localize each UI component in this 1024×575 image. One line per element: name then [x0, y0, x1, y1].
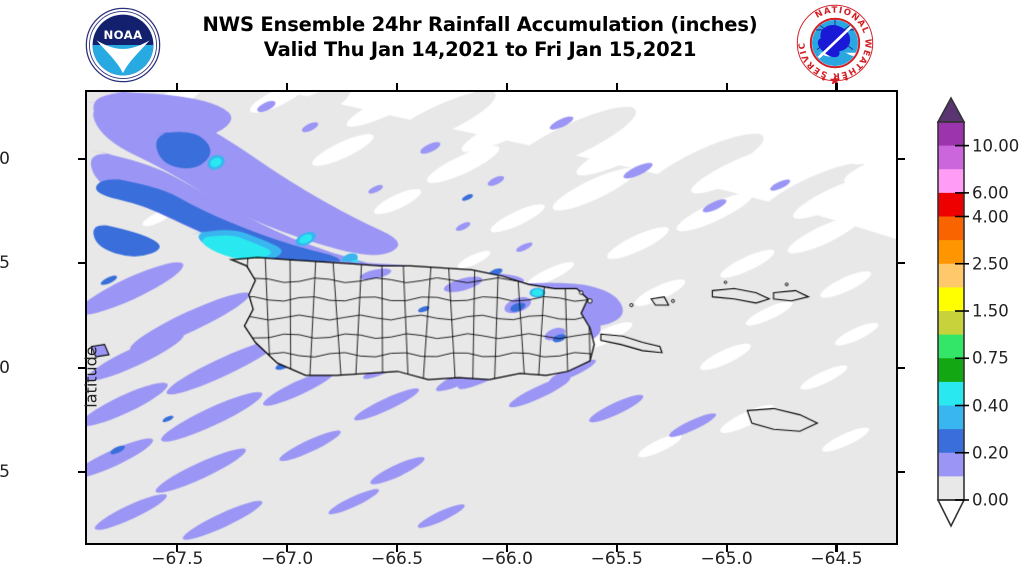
svg-text:NOAA: NOAA	[103, 28, 142, 42]
y-tick-label-3: 17.5	[0, 461, 10, 482]
x-tick-label-3: −66.0	[480, 549, 533, 569]
page-title-line2: Valid Thu Jan 14,2021 to Fri Jan 15,2021	[263, 38, 697, 61]
x-tick-mark	[176, 83, 179, 91]
x-tick-mark	[725, 544, 728, 552]
title-block: NWS Ensemble 24hr Rainfall Accumulation …	[170, 12, 790, 62]
x-tick-label-2: −66.5	[370, 549, 424, 569]
header: NOAA NWS Ensemble 24hr Rainfall Accumula…	[0, 0, 1024, 90]
colorbar-tick-label-4: 1.50	[972, 301, 1009, 321]
x-tick-mark	[835, 544, 838, 552]
x-tick-label-6: −64.5	[810, 549, 863, 569]
x-tick-mark	[176, 544, 179, 552]
colorbar-over-arrow	[936, 96, 966, 123]
x-tick-mark	[286, 544, 289, 552]
x-tick-label-4: −65.5	[590, 549, 643, 569]
x-tick-mark	[286, 83, 289, 91]
x-tick-label-5: −65.0	[700, 549, 753, 569]
colorbar: 10.00 6.00 4.00 2.50 1.50 0.75 0.40 0.20 0.00	[930, 92, 1024, 562]
rainfall-map[interactable]	[87, 92, 896, 543]
y-tick-mark	[897, 157, 905, 161]
x-tick-mark	[835, 83, 838, 91]
colorbar-band-0.2-0.3	[938, 429, 964, 454]
colorbar-band-6-8	[938, 145, 964, 170]
x-tick-mark	[505, 83, 509, 91]
y-tick-mark	[78, 262, 86, 265]
y-axis-label: latitude	[81, 346, 101, 408]
colorbar-band-1.5-2	[938, 287, 964, 312]
colorbar-band-3-4	[938, 216, 964, 241]
map-plot-area: latitude	[78, 83, 905, 552]
x-tick-mark	[725, 83, 728, 91]
colorbar-tick-label-5: 0.75	[972, 348, 1009, 368]
colorbar-tick-label-8: 0.00	[972, 490, 1009, 510]
colorbar-band-1-1.5	[938, 311, 964, 336]
colorbar-tick-label-7: 0.20	[972, 443, 1009, 463]
y-tick-mark	[78, 470, 86, 474]
plot-frame	[85, 90, 898, 545]
x-tick-mark	[505, 544, 509, 552]
colorbar-tick-label-6: 0.40	[972, 396, 1009, 415]
colorbar-tick-label-3: 2.50	[972, 254, 1009, 274]
colorbar-band-0.1-0.2	[938, 452, 964, 477]
x-tick-mark	[396, 544, 399, 552]
colorbar-swatches	[936, 96, 969, 528]
page-title-line1: NWS Ensemble 24hr Rainfall Accumulation …	[202, 13, 758, 36]
y-tick-mark	[897, 366, 905, 369]
colorbar-band-4-5	[938, 192, 964, 218]
colorbar-band-0.4-0.5	[938, 381, 964, 407]
colorbar-band-0.3-0.4	[938, 405, 964, 430]
colorbar-band-2-2.5	[938, 263, 964, 288]
colorbar-band-2.5-3	[938, 240, 964, 265]
x-tick-mark	[615, 83, 618, 91]
colorbar-tick-label-0: 10.00	[972, 136, 1020, 156]
colorbar-tick-label-1: 6.00	[972, 183, 1009, 203]
colorbar-under-arrow	[936, 499, 966, 528]
colorbar-band-0.5-0.75	[938, 358, 964, 383]
y-tick-label-1: 18.5	[0, 253, 10, 274]
y-tick-label-2: 18.0	[0, 357, 10, 378]
y-tick-label-0: 19.0	[0, 148, 10, 169]
y-tick-mark	[897, 262, 905, 265]
nws-logo: NATIONAL WEATHER SERVICE	[794, 2, 874, 84]
colorbar-tick-label-2: 4.00	[972, 207, 1009, 226]
y-tick-mark	[78, 157, 86, 161]
noaa-logo: NOAA	[85, 7, 161, 83]
y-tick-mark	[897, 470, 905, 474]
x-tick-mark	[615, 544, 618, 552]
y-tick-mark	[78, 366, 86, 369]
colorbar-band-0.75-1	[938, 334, 964, 359]
colorbar-band-8-10	[938, 122, 964, 147]
x-tick-mark	[396, 83, 399, 91]
colorbar-band-5-6	[938, 169, 964, 194]
x-tick-label-0: −67.5	[151, 549, 204, 569]
x-tick-label-1: −67.0	[261, 549, 314, 569]
colorbar-band-trace	[938, 476, 964, 501]
